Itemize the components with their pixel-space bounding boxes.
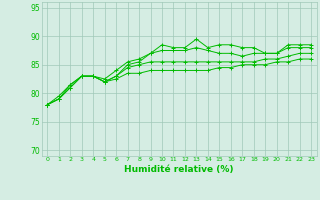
X-axis label: Humidité relative (%): Humidité relative (%) xyxy=(124,165,234,174)
